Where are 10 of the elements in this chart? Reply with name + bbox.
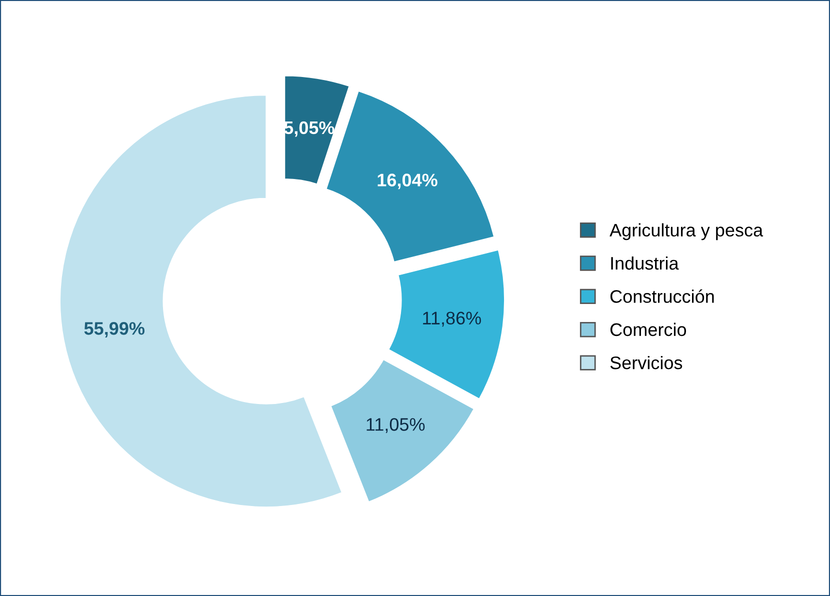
legend-label: Servicios bbox=[610, 356, 682, 370]
data-label: 55,99% bbox=[84, 322, 145, 338]
legend-label: Agricultura y pesca bbox=[610, 223, 764, 240]
legend-label: Construcción bbox=[610, 289, 714, 303]
data-label: 11,05% bbox=[366, 418, 425, 433]
data-label: 11,86% bbox=[423, 312, 481, 327]
legend-label: Industria bbox=[611, 256, 679, 270]
data-label: 16,04% bbox=[378, 174, 438, 190]
data-label: 5,05% bbox=[284, 121, 334, 137]
legend-label: Comercio bbox=[610, 322, 686, 336]
